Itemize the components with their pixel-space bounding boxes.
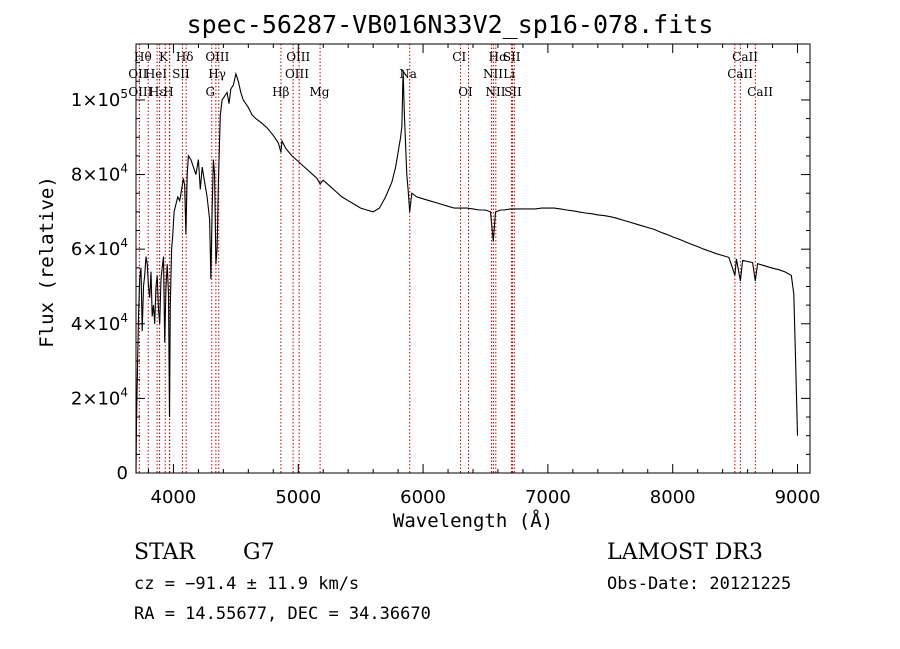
line-marker-label: SII <box>504 85 522 99</box>
ra-dec-coordinates: RA = 14.55677, DEC = 34.36670 <box>134 604 431 624</box>
x-tick-label: 6000 <box>400 487 446 508</box>
object-class: STAR <box>134 540 195 565</box>
spectrum-layer <box>135 70 799 474</box>
x-tick-label: 4000 <box>151 487 197 508</box>
line-marker-label: OIII <box>286 50 310 64</box>
line-marker-label: Li <box>503 67 515 81</box>
x-tick-label: 8000 <box>650 487 696 508</box>
line-marker-label: Hθ <box>134 50 152 64</box>
x-tick-label: 7000 <box>525 487 571 508</box>
x-tick-label: 5000 <box>275 487 321 508</box>
x-axis-ticks: 4000 5000 6000 7000 8000 9000 <box>147 44 821 508</box>
line-marker-label: CaII <box>732 50 758 64</box>
line-marker-label: K <box>159 50 169 64</box>
line-marker-label: Hδ <box>176 50 194 64</box>
line-marker-label: OIII <box>205 50 229 64</box>
line-marker-label: OII <box>128 67 148 81</box>
redshift-velocity: cz = −91.4 ± 11.9 km/s <box>134 574 360 594</box>
x-axis-label: Wavelength (Å) <box>392 510 554 532</box>
line-marker-label: Hα <box>489 50 508 64</box>
line-marker-label: OIII <box>285 67 309 81</box>
x-tick-label: 9000 <box>775 487 821 508</box>
y-tick-label: 6×104 <box>71 236 128 260</box>
y-tick-label: 4×104 <box>71 311 128 335</box>
y-tick-label: 0 <box>117 463 128 484</box>
emission-line-markers <box>138 44 756 473</box>
plot-frame <box>135 43 811 474</box>
line-marker-label: OI <box>458 85 473 99</box>
y-tick-label: 2×104 <box>71 385 128 409</box>
line-marker-label: Na <box>399 67 417 81</box>
line-marker-label: Hε <box>149 85 166 99</box>
line-marker-label: CaII <box>747 85 773 99</box>
y-axis-ticks: 0 2×104 4×104 6×104 8×104 1×105 <box>71 62 810 484</box>
y-axis-label: Flux (relative) <box>36 176 58 348</box>
line-marker-label: CaII <box>727 67 753 81</box>
plot-border <box>135 43 811 474</box>
line-marker-label: Hβ <box>272 85 289 99</box>
line-marker-label: SII <box>172 67 190 81</box>
spectrum-line <box>135 70 799 474</box>
line-marker-label: NII <box>483 67 503 81</box>
line-marker-label: HeI <box>145 67 168 81</box>
object-subclass: G7 <box>243 540 275 565</box>
chart-title: spec-56287-VB016N33V2_sp16-078.fits <box>186 10 714 39</box>
line-marker-label: SII <box>503 50 521 64</box>
y-tick-label: 1×105 <box>71 87 128 111</box>
line-marker-label: Mg <box>309 85 329 99</box>
survey-name: LAMOST DR3 <box>607 540 763 565</box>
y-tick-label: 8×104 <box>71 162 128 186</box>
observation-date: Obs-Date: 20121225 <box>607 574 792 594</box>
line-marker-label: OIII <box>128 85 152 99</box>
line-marker-label: G <box>205 85 215 99</box>
line-marker-label: H <box>163 85 173 99</box>
line-marker-label: Hγ <box>208 67 226 81</box>
line-marker-label: CI <box>452 50 466 64</box>
line-marker-label: NII <box>485 85 505 99</box>
